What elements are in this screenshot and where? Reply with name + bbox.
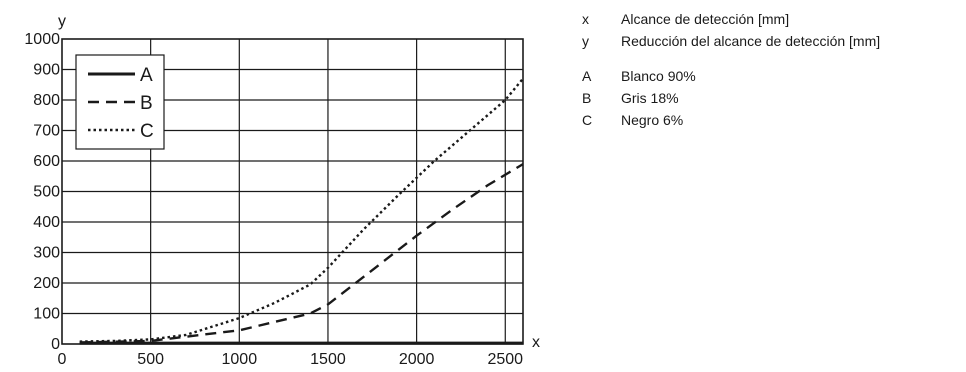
y-tick-label: 500 <box>33 184 60 201</box>
x-tick-label: 2000 <box>399 351 435 368</box>
y-tick-label: 0 <box>51 336 60 353</box>
chart: 0 100 200 300 400 500 600 700 800 900 1000 0 500 100… <box>24 13 540 368</box>
y-axis-letter: y <box>58 13 66 30</box>
y-tick-label: 1000 <box>24 31 60 48</box>
x-tick-label: 1000 <box>222 351 258 368</box>
y-tick-label: 700 <box>33 123 60 140</box>
chart-legend: ABC <box>75 54 165 150</box>
x-tick-label: 1500 <box>310 351 346 368</box>
side-legend-text: Reducción del alcance de detección [mm] <box>621 33 881 49</box>
side-legend-x-row: x Alcance de detección [mm] <box>582 8 880 30</box>
y-tick-label: 200 <box>33 275 60 292</box>
side-legend-text: Blanco 90% <box>621 68 696 84</box>
side-legend-key: A <box>582 68 592 84</box>
side-legend-key: x <box>582 11 589 27</box>
series-line-b <box>79 163 524 344</box>
side-legend-spacer <box>582 52 880 65</box>
series-line-c <box>79 77 524 343</box>
x-tick-label: 2500 <box>487 351 523 368</box>
y-tick-label: 600 <box>33 153 60 170</box>
side-legend-text: Alcance de detección [mm] <box>621 11 790 27</box>
y-tick-label: 300 <box>33 245 60 262</box>
side-legend-key: C <box>582 112 593 128</box>
side-legend-key: B <box>582 90 592 106</box>
series-lines <box>79 77 524 345</box>
y-tick-label: 100 <box>33 306 60 323</box>
side-legend-b-row: B Gris 18% <box>582 87 880 109</box>
side-legend-y-row: y Reducción del alcance de detección [mm… <box>582 30 880 52</box>
side-legend: x Alcance de detección [mm] y Reducción … <box>582 8 880 131</box>
y-tick-label: 800 <box>33 92 60 109</box>
legend-label-c: C <box>140 121 154 142</box>
y-tick-label: 900 <box>33 62 60 79</box>
side-legend-key: y <box>582 33 589 49</box>
y-tick-labels: 0 100 200 300 400 500 600 700 800 900 1000 <box>24 31 60 353</box>
side-legend-a-row: A Blanco 90% <box>582 65 880 87</box>
x-axis-letter: x <box>532 334 540 351</box>
side-legend-c-row: C Negro 6% <box>582 109 880 131</box>
side-legend-text: Negro 6% <box>621 112 684 128</box>
x-tick-labels: 0 500 1000 1500 2000 2500 <box>58 351 524 368</box>
plot-frame <box>61 38 524 345</box>
x-tick-label: 500 <box>137 351 164 368</box>
y-tick-label: 400 <box>33 214 60 231</box>
side-legend-text: Gris 18% <box>621 90 679 106</box>
x-tick-label: 0 <box>58 351 67 368</box>
legend-label-b: B <box>140 93 153 114</box>
legend-label-a: A <box>140 65 153 86</box>
grid <box>62 39 523 344</box>
